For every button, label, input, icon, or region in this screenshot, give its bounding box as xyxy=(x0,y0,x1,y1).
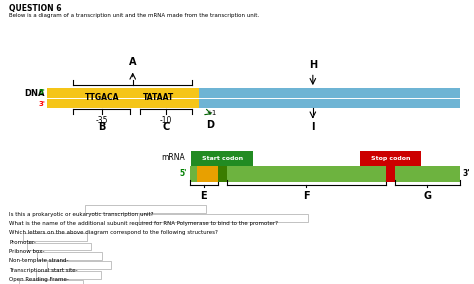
Text: -35: -35 xyxy=(96,116,108,125)
Text: 5': 5' xyxy=(38,89,45,95)
Bar xyxy=(47,88,199,108)
Text: TTGACA: TTGACA xyxy=(85,93,119,103)
Text: Transcriptional start site-: Transcriptional start site- xyxy=(9,268,78,273)
Text: E: E xyxy=(201,191,207,201)
Text: Non-template strand-: Non-template strand- xyxy=(9,258,69,264)
FancyBboxPatch shape xyxy=(18,280,83,284)
FancyBboxPatch shape xyxy=(191,151,253,166)
Text: B: B xyxy=(98,122,106,132)
Bar xyxy=(197,166,218,182)
Text: D: D xyxy=(206,120,214,130)
Text: Stop codon: Stop codon xyxy=(371,156,410,161)
Text: Promoter-: Promoter- xyxy=(9,240,36,245)
Text: A: A xyxy=(129,57,137,67)
FancyBboxPatch shape xyxy=(36,271,100,279)
Text: 3': 3' xyxy=(38,101,45,107)
Text: Start codon: Start codon xyxy=(202,156,243,161)
Text: 3': 3' xyxy=(462,170,470,178)
FancyBboxPatch shape xyxy=(360,151,421,166)
Text: Pribnow box-: Pribnow box- xyxy=(9,249,45,254)
Text: QUESTION 6: QUESTION 6 xyxy=(9,4,62,13)
FancyBboxPatch shape xyxy=(139,214,308,222)
Bar xyxy=(199,88,460,108)
Text: -10: -10 xyxy=(160,116,172,125)
Text: Open Reading Frame-: Open Reading Frame- xyxy=(9,277,69,282)
Text: G: G xyxy=(423,191,431,201)
Bar xyxy=(190,166,460,182)
FancyBboxPatch shape xyxy=(47,261,111,269)
Bar xyxy=(386,166,395,182)
Text: Below is a diagram of a transcription unit and the mRNA made from the transcript: Below is a diagram of a transcription un… xyxy=(9,13,260,18)
Text: Which letters on the above diagram correspond to the following structures?: Which letters on the above diagram corre… xyxy=(9,230,219,235)
FancyBboxPatch shape xyxy=(37,252,102,260)
Text: mRNA: mRNA xyxy=(161,153,185,162)
Text: H: H xyxy=(309,60,317,70)
Text: F: F xyxy=(303,191,310,201)
Text: I: I xyxy=(311,122,315,131)
FancyBboxPatch shape xyxy=(27,243,91,250)
Text: C: C xyxy=(162,122,170,132)
Text: 5': 5' xyxy=(180,170,187,178)
FancyBboxPatch shape xyxy=(85,205,206,213)
Text: Is this a prokaryotic or eukaryotic transcription unit?: Is this a prokaryotic or eukaryotic tran… xyxy=(9,212,154,217)
Bar xyxy=(218,166,227,182)
Text: +1: +1 xyxy=(206,110,217,116)
Text: DNA: DNA xyxy=(25,89,45,98)
Text: TATAAT: TATAAT xyxy=(143,93,174,103)
FancyBboxPatch shape xyxy=(23,233,87,241)
Text: What is the name of the additional subunit required for RNA Polymerase to bind t: What is the name of the additional subun… xyxy=(9,221,279,226)
